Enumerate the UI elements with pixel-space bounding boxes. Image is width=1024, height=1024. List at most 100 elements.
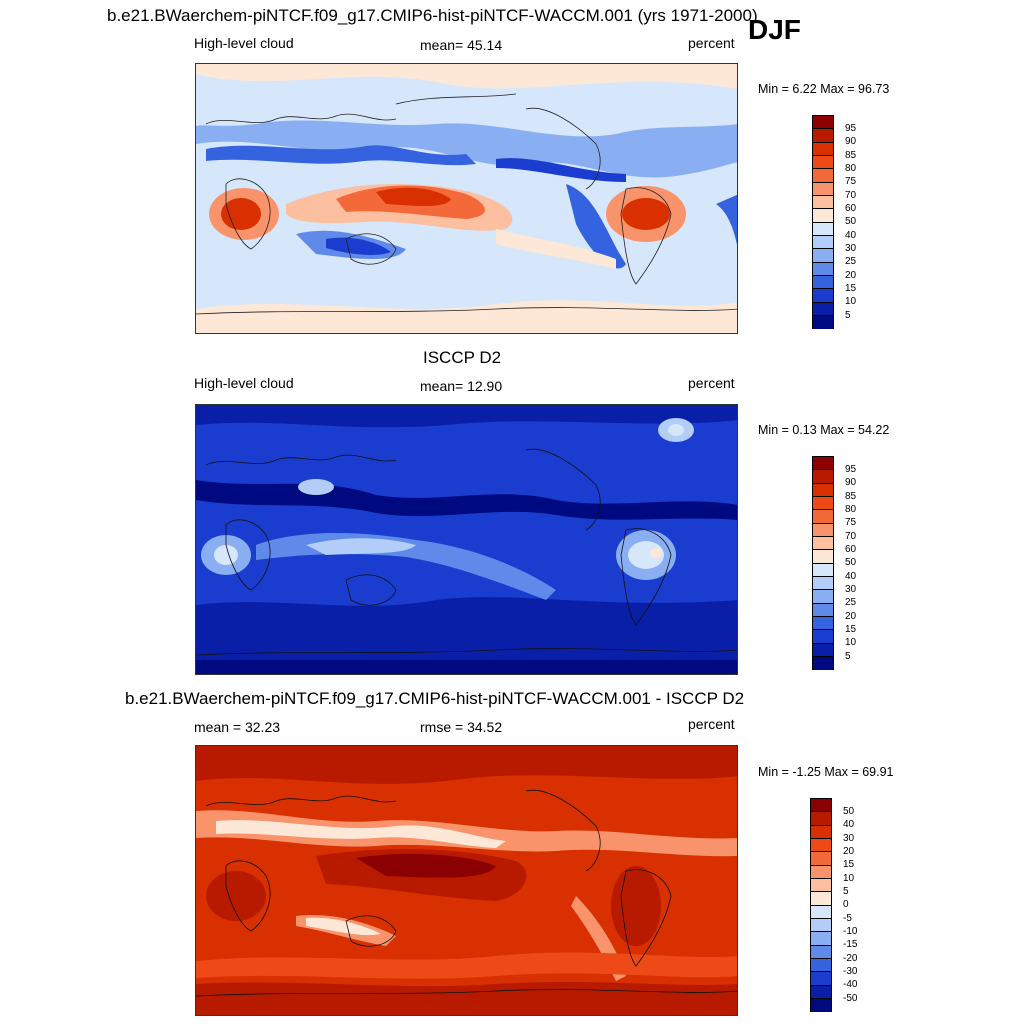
panel2-mean-label: mean= 12.90 <box>420 378 503 394</box>
cbar3-swatch <box>811 892 831 906</box>
cbar1-swatch <box>813 289 833 303</box>
panel3-contour-map <box>196 746 737 1015</box>
cbar1-swatch <box>813 235 833 250</box>
cbar-tick: 85 <box>845 149 857 161</box>
panel3-colorbar-ticks: 50 40 30 20 15 10 5 0 -5 -10 -15 -20 -30… <box>843 805 857 1005</box>
panel2-minmax: Min = 0.13 Max = 54.22 <box>758 423 890 437</box>
cbar3-swatch <box>811 972 831 986</box>
cbar-tick: 80 <box>845 162 857 174</box>
season-label: DJF <box>748 14 801 45</box>
cbar2-swatch <box>813 470 833 484</box>
cbar2-swatch <box>813 576 833 591</box>
cbar2-swatch <box>813 616 833 631</box>
cbar-tick: 0 <box>843 899 849 911</box>
cbar3-swatch <box>811 998 831 1013</box>
cbar-tick: 60 <box>845 202 857 214</box>
cbar3-swatch <box>811 852 831 866</box>
cbar-tick: 5 <box>845 309 851 321</box>
cbar3-swatch <box>811 958 831 973</box>
cbar3-swatch <box>811 812 831 826</box>
cbar-tick: -20 <box>843 952 858 964</box>
cbar1-swatch <box>813 169 833 183</box>
cbar-tick: 15 <box>843 859 855 871</box>
cbar-tick: 10 <box>843 872 855 884</box>
cbar-tick: 40 <box>843 819 855 831</box>
panel3-colorbar <box>810 798 832 1013</box>
cbar2-swatch <box>813 630 833 644</box>
cbar-tick: 40 <box>845 570 857 582</box>
cbar-tick: 90 <box>845 477 857 489</box>
main-title: b.e21.BWaerchem-piNTCF.f09_g17.CMIP6-his… <box>107 6 758 25</box>
cbar-tick: 20 <box>845 610 857 622</box>
cbar1-swatch <box>813 155 833 170</box>
cbar-tick: -30 <box>843 965 858 977</box>
cbar-tick: 5 <box>845 650 851 662</box>
cbar1-swatch <box>813 142 833 156</box>
panel3-title: b.e21.BWaerchem-piNTCF.f09_g17.CMIP6-his… <box>125 689 745 708</box>
cbar3-swatch <box>811 945 831 959</box>
cbar2-swatch <box>813 483 833 497</box>
panel1-colorbar-ticks: 95 90 85 80 75 70 60 50 40 30 25 20 15 1… <box>845 122 856 322</box>
panel3-rmse-label: rmse = 34.52 <box>420 719 503 735</box>
panel2-colorbar-ticks: 95 90 85 80 75 70 60 50 40 30 25 20 15 1… <box>845 463 856 663</box>
cbar-tick: 5 <box>843 885 849 897</box>
cbar3-swatch <box>811 799 831 813</box>
cbar-tick: 25 <box>845 256 857 268</box>
cbar-tick: -5 <box>843 912 852 924</box>
panel2-map <box>195 404 738 675</box>
panel1-units-label: percent <box>688 35 735 51</box>
cbar-tick: 15 <box>845 282 857 294</box>
cbar3-swatch <box>811 838 831 853</box>
cbar2-swatch <box>813 603 833 617</box>
cbar1-swatch <box>813 275 833 290</box>
cbar-tick: 95 <box>845 123 857 134</box>
cbar1-swatch <box>813 116 833 130</box>
cbar-tick: 10 <box>845 296 857 308</box>
panel2-colorbar <box>812 456 834 671</box>
cbar-tick: 30 <box>843 832 855 844</box>
panel3-minmax: Min = -1.25 Max = 69.91 <box>758 765 894 779</box>
cbar1-swatch <box>813 249 833 263</box>
cbar1-swatch <box>813 262 833 276</box>
panel1-minmax: Min = 6.22 Max = 96.73 <box>758 82 890 96</box>
cbar2-swatch <box>813 656 833 671</box>
cbar1-swatch <box>813 222 833 236</box>
cbar-tick: 90 <box>845 136 857 148</box>
cbar-tick: 20 <box>845 269 857 281</box>
cbar-tick: 30 <box>845 242 857 254</box>
cbar1-swatch <box>813 315 833 330</box>
cbar-tick: 50 <box>845 216 857 228</box>
panel3-mean-label: mean = 32.23 <box>194 719 281 735</box>
cbar-tick: -10 <box>843 925 858 937</box>
cbar2-swatch <box>813 643 833 657</box>
cbar-tick: 50 <box>843 806 855 817</box>
cbar3-swatch <box>811 825 831 839</box>
cbar-tick: 70 <box>845 530 857 542</box>
cbar1-swatch <box>813 129 833 143</box>
cbar2-swatch <box>813 550 833 564</box>
cbar2-swatch <box>813 510 833 524</box>
cbar-tick: 85 <box>845 490 857 502</box>
cbar1-swatch <box>813 195 833 210</box>
cbar3-swatch <box>811 918 831 933</box>
cbar3-swatch <box>811 878 831 893</box>
cbar2-swatch <box>813 523 833 537</box>
panel3-units-label: percent <box>688 716 735 732</box>
cbar-tick: 10 <box>845 637 857 649</box>
panel2-units-label: percent <box>688 375 735 391</box>
cbar-tick: -50 <box>843 992 858 1004</box>
panel3-map <box>195 745 738 1016</box>
cbar-tick: 15 <box>845 623 857 635</box>
cbar-tick: 75 <box>845 176 857 188</box>
cbar-tick: 95 <box>845 464 857 475</box>
cbar-tick: 80 <box>845 503 857 515</box>
cbar-tick: 60 <box>845 543 857 555</box>
cbar-tick: 50 <box>845 557 857 569</box>
cbar-tick: 20 <box>843 845 855 857</box>
cbar2-swatch <box>813 496 833 511</box>
cbar1-swatch <box>813 209 833 223</box>
panel2-contour-map <box>196 405 737 674</box>
cbar3-swatch <box>811 865 831 879</box>
panel2-variable-label: High-level cloud <box>194 375 294 391</box>
panel2-title: ISCCP D2 <box>423 348 502 367</box>
